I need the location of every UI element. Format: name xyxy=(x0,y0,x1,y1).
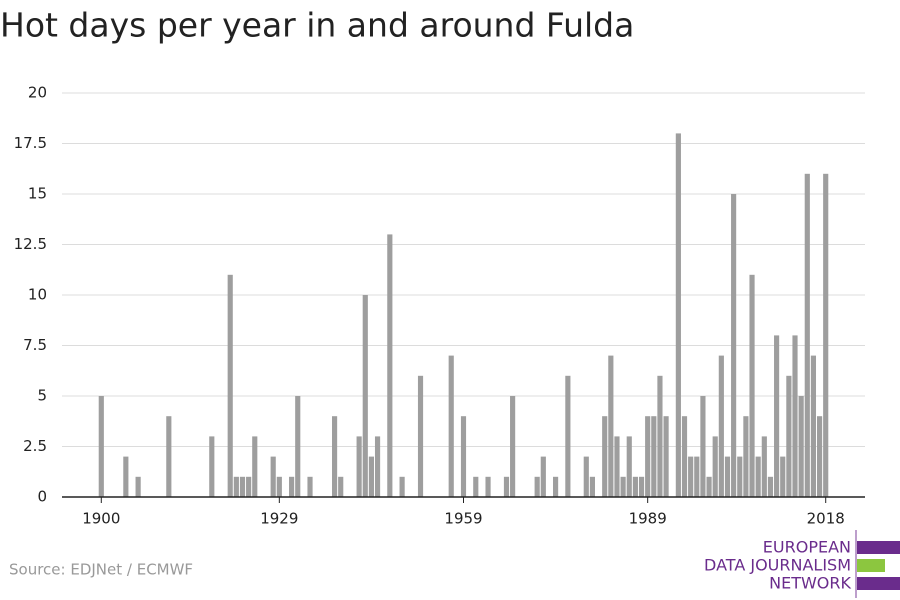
bar xyxy=(724,456,731,497)
bar xyxy=(792,335,798,497)
bar xyxy=(448,355,454,497)
bar xyxy=(356,436,362,497)
bar xyxy=(718,355,724,497)
bar xyxy=(307,476,313,497)
source: Source: EDJNet / ECMWF xyxy=(9,561,193,579)
bar xyxy=(774,335,780,497)
bar xyxy=(270,456,276,497)
bar xyxy=(510,396,516,497)
bar xyxy=(246,476,252,497)
bar xyxy=(755,456,761,497)
bar xyxy=(295,396,301,497)
y-tick-label: 20 xyxy=(28,84,47,102)
bar xyxy=(135,476,141,497)
bar xyxy=(534,476,540,497)
x-tick-label: 2018 xyxy=(807,510,845,528)
y-tick-label: 2.5 xyxy=(23,437,47,455)
bar xyxy=(620,476,626,497)
bar xyxy=(749,274,755,497)
bar xyxy=(645,416,651,497)
bar xyxy=(780,456,786,497)
bar xyxy=(608,355,614,497)
bar xyxy=(252,436,258,497)
bar xyxy=(663,416,669,497)
bar xyxy=(651,416,657,497)
bar xyxy=(823,173,829,498)
y-tick-label: 10 xyxy=(28,286,47,304)
bar xyxy=(338,476,344,497)
bar xyxy=(712,436,718,497)
bar xyxy=(694,456,700,497)
bar xyxy=(810,355,817,497)
bar xyxy=(276,476,282,497)
bar xyxy=(589,476,596,497)
x-tick-label: 1900 xyxy=(82,510,120,528)
x-tick-label: 1959 xyxy=(444,510,482,528)
bar xyxy=(816,416,823,497)
bar xyxy=(798,396,804,497)
bar xyxy=(233,476,239,497)
bar xyxy=(638,476,645,497)
bar xyxy=(289,476,295,497)
x-tick-label: 1929 xyxy=(260,510,298,528)
bar xyxy=(331,416,338,497)
bar xyxy=(565,375,571,497)
y-tick-label: 17.5 xyxy=(14,134,47,152)
logo-text: DATA JOURNALISM xyxy=(704,556,851,575)
bar xyxy=(98,396,104,497)
logo-text: EUROPEAN xyxy=(763,538,851,557)
y-tick-label: 12.5 xyxy=(14,235,47,253)
bar xyxy=(362,295,368,497)
bar xyxy=(657,375,663,497)
bar xyxy=(417,375,424,497)
logo-bar xyxy=(857,559,885,572)
bar xyxy=(166,416,172,497)
bar xyxy=(227,274,233,497)
bar xyxy=(614,436,620,497)
bar xyxy=(786,375,792,497)
bar xyxy=(602,416,608,497)
logo-bar xyxy=(857,541,900,554)
bar xyxy=(681,416,688,497)
bar xyxy=(804,173,810,498)
bar xyxy=(387,234,393,497)
bar xyxy=(123,456,129,497)
bar xyxy=(737,456,743,497)
bar xyxy=(675,133,681,497)
bar xyxy=(743,416,749,497)
bar xyxy=(632,476,638,497)
y-tick-label: 0 xyxy=(37,488,47,506)
bar xyxy=(688,456,694,497)
bar xyxy=(239,476,246,497)
y-tick-label: 15 xyxy=(28,185,47,203)
y-tick-label: 7.5 xyxy=(23,336,47,354)
y-tick-label: 5 xyxy=(37,387,47,405)
bar xyxy=(583,456,589,497)
logo-bar xyxy=(857,577,900,590)
bar xyxy=(767,476,774,497)
bar xyxy=(209,436,215,497)
bar xyxy=(706,476,712,497)
bar xyxy=(374,436,381,497)
bar xyxy=(553,476,559,497)
bar xyxy=(503,476,510,497)
bar xyxy=(399,476,405,497)
bar xyxy=(540,456,546,497)
bar xyxy=(626,436,632,497)
bar xyxy=(368,456,374,497)
x-tick-label: 1989 xyxy=(629,510,667,528)
chart-title: Hot days per year in and around Fulda xyxy=(0,6,634,45)
logo-text: NETWORK xyxy=(769,574,851,593)
bar xyxy=(460,416,467,497)
bar xyxy=(485,476,491,497)
bar xyxy=(761,436,767,497)
bar xyxy=(700,396,706,497)
bar xyxy=(731,194,737,497)
bar xyxy=(473,476,479,497)
